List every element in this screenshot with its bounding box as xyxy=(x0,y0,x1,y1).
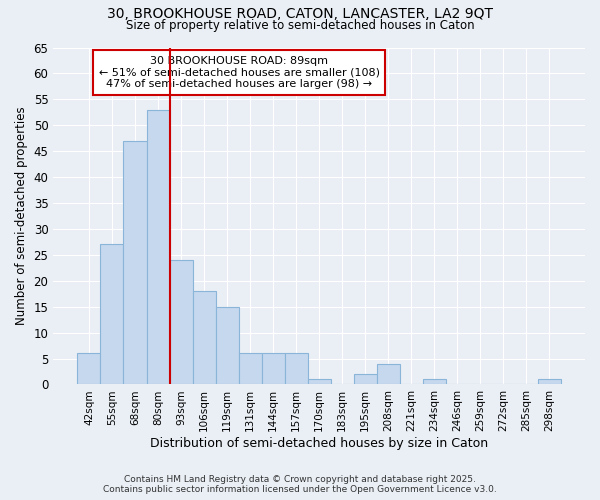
Bar xyxy=(262,354,284,384)
Bar xyxy=(377,364,400,384)
Bar xyxy=(170,260,193,384)
Text: 30, BROOKHOUSE ROAD, CATON, LANCASTER, LA2 9QT: 30, BROOKHOUSE ROAD, CATON, LANCASTER, L… xyxy=(107,8,493,22)
Bar xyxy=(308,380,331,384)
Bar xyxy=(239,354,262,384)
Bar xyxy=(193,291,215,384)
Text: 30 BROOKHOUSE ROAD: 89sqm
← 51% of semi-detached houses are smaller (108)
47% of: 30 BROOKHOUSE ROAD: 89sqm ← 51% of semi-… xyxy=(99,56,380,89)
Bar xyxy=(77,354,100,384)
X-axis label: Distribution of semi-detached houses by size in Caton: Distribution of semi-detached houses by … xyxy=(150,437,488,450)
Bar xyxy=(100,244,124,384)
Y-axis label: Number of semi-detached properties: Number of semi-detached properties xyxy=(15,106,28,326)
Bar xyxy=(146,110,170,384)
Text: Contains HM Land Registry data © Crown copyright and database right 2025.
Contai: Contains HM Land Registry data © Crown c… xyxy=(103,474,497,494)
Bar xyxy=(215,306,239,384)
Bar xyxy=(538,380,561,384)
Text: Size of property relative to semi-detached houses in Caton: Size of property relative to semi-detach… xyxy=(125,19,475,32)
Bar xyxy=(284,354,308,384)
Bar xyxy=(353,374,377,384)
Bar xyxy=(124,141,146,384)
Bar xyxy=(423,380,446,384)
